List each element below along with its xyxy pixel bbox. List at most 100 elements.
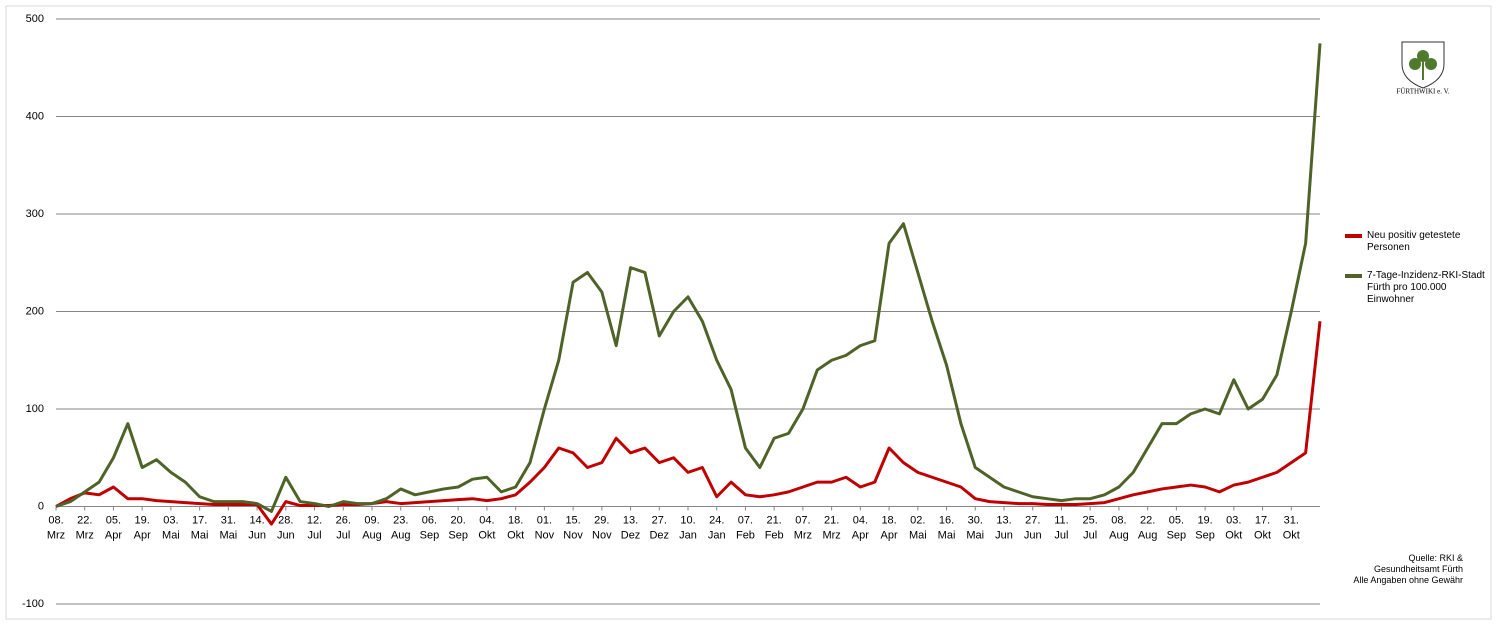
y-tick-label: 300 — [26, 208, 44, 220]
x-tick-label: 24. — [709, 514, 724, 526]
x-tick-label: Okt — [507, 529, 524, 541]
x-tick-label: Mrz — [47, 529, 65, 541]
x-tick-label: 13. — [623, 514, 638, 526]
x-tick-label: Jan — [679, 529, 697, 541]
x-tick-label: 26. — [336, 514, 351, 526]
x-tick-label: 04. — [479, 514, 494, 526]
x-tick-label: 04. — [853, 514, 868, 526]
x-tick-label: Aug — [362, 529, 382, 541]
x-tick-label: 05. — [1169, 514, 1184, 526]
x-tick-label: Aug — [391, 529, 411, 541]
x-tick-label: 29. — [594, 514, 609, 526]
x-tick-label: Okt — [1283, 529, 1300, 541]
y-tick-label: 200 — [26, 305, 44, 317]
x-tick-label: 03. — [1226, 514, 1241, 526]
x-tick-label: Apr — [852, 529, 869, 541]
y-tick-label: 400 — [26, 110, 44, 122]
legend-item: 7-Tage-Inzidenz-RKI-Stadt Fürth pro 100.… — [1345, 270, 1487, 306]
x-tick-label: 09. — [364, 514, 379, 526]
legend-label: Neu positiv getestete Personen — [1367, 230, 1461, 253]
x-tick-label: Apr — [134, 529, 151, 541]
chart-area — [5, 5, 1492, 620]
x-tick-label: Mai — [219, 529, 237, 541]
x-tick-label: Okt — [478, 529, 495, 541]
x-tick-label: 06. — [422, 514, 437, 526]
x-tick-label: Mai — [909, 529, 927, 541]
x-tick-label: Aug — [1109, 529, 1129, 541]
series-line — [55, 321, 1322, 526]
x-tick-label: 13. — [996, 514, 1011, 526]
x-tick-label: Mai — [938, 529, 956, 541]
x-tick-label: Apr — [881, 529, 898, 541]
annotation-line: Alle Angaben ohne Gewähr — [1353, 575, 1463, 585]
x-tick-label: Feb — [736, 529, 755, 541]
x-tick-label: 07. — [795, 514, 810, 526]
x-tick-label: 02. — [910, 514, 925, 526]
y-tick-label: 100 — [26, 403, 44, 415]
x-tick-label: Aug — [1138, 529, 1158, 541]
x-tick-label: Jun — [995, 529, 1013, 541]
annotation-line: Quelle: RKI & — [1408, 553, 1463, 563]
x-tick-label: 27. — [652, 514, 667, 526]
x-tick-label: Jul — [1083, 529, 1097, 541]
x-tick-label: Mrz — [76, 529, 94, 541]
annotation-line: Gesundheitsamt Fürth — [1373, 564, 1463, 574]
x-tick-label: 31. — [221, 514, 236, 526]
x-tick-label: Jul — [336, 529, 350, 541]
x-tick-label: 07. — [738, 514, 753, 526]
x-tick-label: Mai — [162, 529, 180, 541]
x-tick-label: Okt — [1254, 529, 1271, 541]
x-tick-label: 19. — [135, 514, 150, 526]
x-tick-label: 17. — [192, 514, 207, 526]
x-tick-label: 17. — [1255, 514, 1270, 526]
x-tick-label: Apr — [105, 529, 122, 541]
x-tick-label: Sep — [448, 529, 468, 541]
series-line — [55, 43, 1322, 513]
x-tick-label: Mrz — [794, 529, 812, 541]
logo-text: FÜRTHWIKI e. V. — [1397, 88, 1450, 96]
x-tick-label: 10. — [680, 514, 695, 526]
x-tick-label: 22. — [1140, 514, 1155, 526]
x-tick-label: Mai — [966, 529, 984, 541]
x-tick-label: 05. — [106, 514, 121, 526]
x-tick-label: 30. — [968, 514, 983, 526]
x-tick-label: Jun — [248, 529, 266, 541]
x-tick-label: 01. — [537, 514, 552, 526]
x-tick-label: 25. — [1083, 514, 1098, 526]
y-tick-label: -100 — [22, 598, 44, 610]
x-tick-label: Dez — [621, 529, 641, 541]
x-tick-label: 21. — [767, 514, 782, 526]
x-tick-label: 22. — [77, 514, 92, 526]
legend-swatch — [1345, 274, 1362, 278]
x-tick-label: Nov — [563, 529, 583, 541]
x-tick-label: 23. — [393, 514, 408, 526]
x-tick-label: 18. — [508, 514, 523, 526]
x-tick-label: Sep — [1167, 529, 1187, 541]
x-tick-label: Jun — [277, 529, 295, 541]
x-tick-label: 08. — [48, 514, 63, 526]
x-tick-label: 11. — [1054, 514, 1068, 526]
x-tick-label: 28. — [278, 514, 293, 526]
x-tick-label: 16. — [939, 514, 954, 526]
x-tick-label: 12. — [307, 514, 322, 526]
x-tick-label: Okt — [1225, 529, 1242, 541]
x-tick-label: 18. — [881, 514, 896, 526]
x-tick-label: 21. — [824, 514, 839, 526]
x-tick-label: 27. — [1025, 514, 1040, 526]
x-tick-label: Mrz — [822, 529, 840, 541]
x-tick-label: Sep — [420, 529, 440, 541]
x-tick-label: Dez — [649, 529, 669, 541]
x-tick-label: Nov — [592, 529, 612, 541]
x-tick-label: Jan — [708, 529, 726, 541]
x-tick-label: Mai — [191, 529, 209, 541]
x-tick-label: Jun — [1024, 529, 1042, 541]
y-tick-label: 0 — [38, 500, 44, 512]
x-tick-label: Nov — [535, 529, 555, 541]
legend-label: 7-Tage-Inzidenz-RKI-Stadt Fürth pro 100.… — [1367, 270, 1485, 305]
x-tick-label: 15. — [565, 514, 580, 526]
x-tick-label: 14. — [249, 514, 264, 526]
y-tick-label: 500 — [26, 13, 44, 25]
legend-item: Neu positiv getestete Personen — [1345, 230, 1487, 254]
